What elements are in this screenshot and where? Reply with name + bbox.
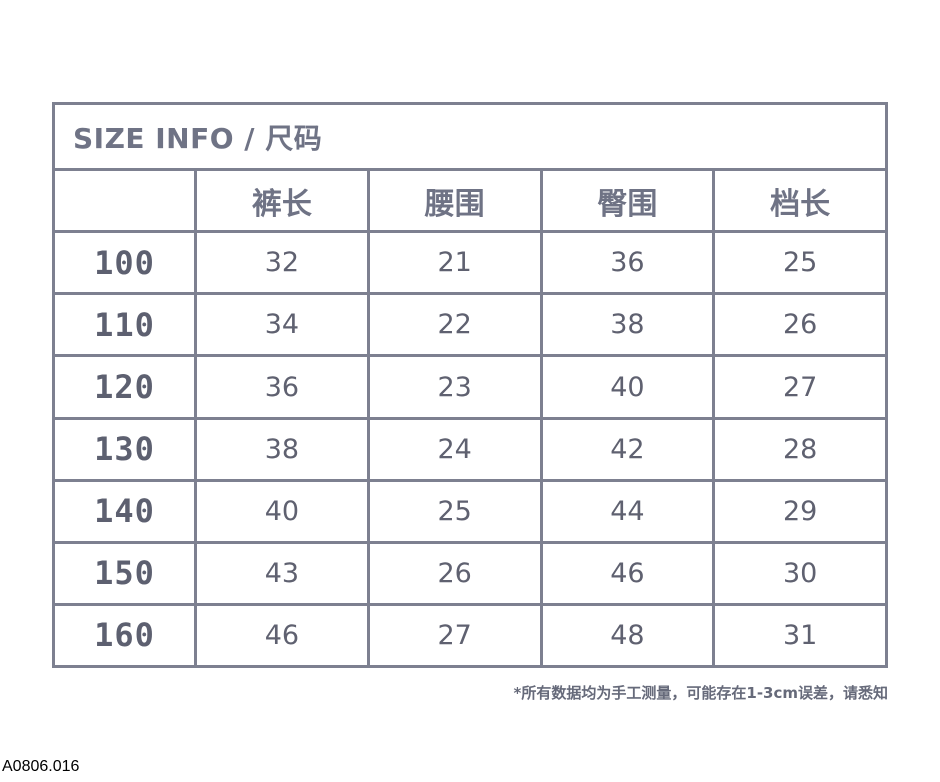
table-cell: 25 [712,230,888,296]
table-cell: 38 [194,416,370,482]
header-waist: 腰围 [366,168,543,234]
size-table: SIZE INFO / 尺码 裤长 腰围 臀围 档长 100 32 21 36 25 11… [52,101,888,669]
header-empty [52,168,197,234]
table-cell: 44 [539,478,716,544]
table-cell: 26 [366,540,543,606]
header-length: 裤长 [194,168,370,234]
size-label: 140 [52,478,197,544]
table-cell: 23 [366,354,543,420]
header-row: 裤长 腰围 臀围 档长 [52,168,888,234]
size-label: 150 [52,540,197,606]
size-label: 110 [52,292,197,358]
table-cell: 25 [366,478,543,544]
table-row: 120 36 23 40 27 [52,354,888,420]
table-cell: 24 [366,416,543,482]
table-row: 110 34 22 38 26 [52,292,888,358]
table-cell: 43 [194,540,370,606]
table-cell: 46 [194,602,370,669]
table-row: 140 40 25 44 29 [52,478,888,544]
title-row: SIZE INFO / 尺码 [52,101,888,172]
table-row: 100 32 21 36 25 [52,230,888,296]
size-label: 130 [52,416,197,482]
header-rise: 档长 [712,168,888,234]
table-title: SIZE INFO / 尺码 [52,101,888,172]
table-cell: 34 [194,292,370,358]
table-row: 130 38 24 42 28 [52,416,888,482]
table-row: 150 43 26 46 30 [52,540,888,606]
size-label: 160 [52,602,197,669]
table-cell: 42 [539,416,716,482]
table-cell: 48 [539,602,716,669]
table-cell: 36 [194,354,370,420]
table-cell: 27 [712,354,888,420]
table-cell: 46 [539,540,716,606]
product-code: A0806.016 [2,758,80,775]
table-cell: 22 [366,292,543,358]
table-cell: 38 [539,292,716,358]
table-cell: 40 [194,478,370,544]
table-cell: 31 [712,602,888,669]
table-cell: 26 [712,292,888,358]
table-cell: 36 [539,230,716,296]
table-cell: 30 [712,540,888,606]
size-label: 120 [52,354,197,420]
table-cell: 28 [712,416,888,482]
table-row: 160 46 27 48 31 [52,602,888,669]
table-cell: 29 [712,478,888,544]
table-cell: 21 [366,230,543,296]
table-cell: 27 [366,602,543,669]
measurement-note: *所有数据均为手工测量，可能存在1-3cm误差，请悉知 [513,684,888,702]
header-hip: 臀围 [539,168,716,234]
table-cell: 40 [539,354,716,420]
size-label: 100 [52,230,197,296]
table-cell: 32 [194,230,370,296]
